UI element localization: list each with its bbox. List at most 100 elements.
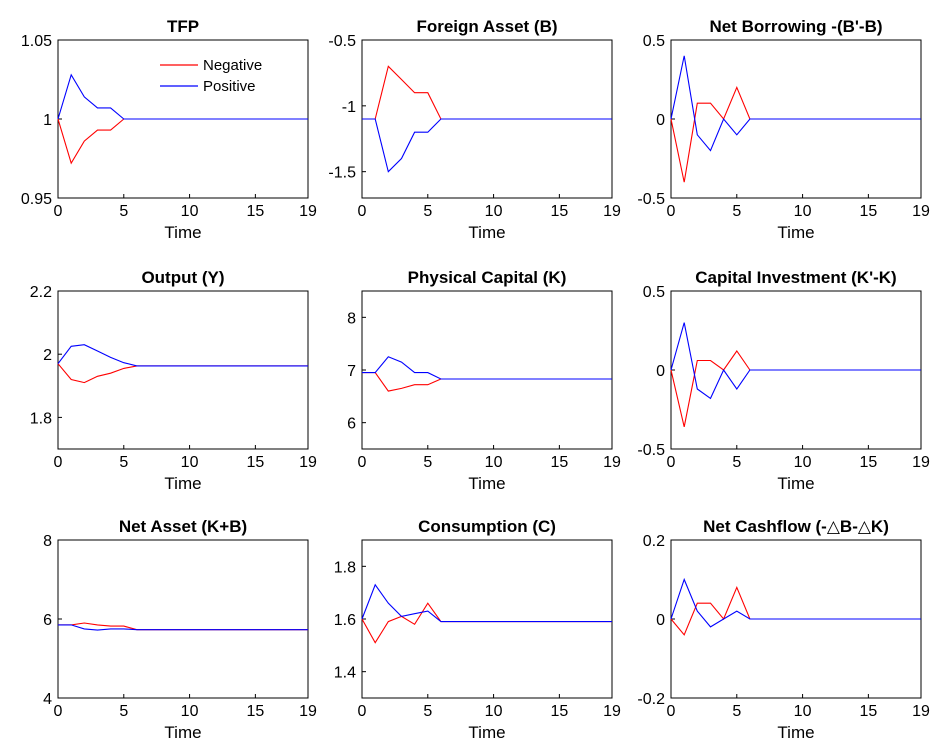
- y-tick-label: 1: [43, 112, 52, 129]
- x-tick-label: 19: [603, 203, 621, 220]
- plot-area: [361, 539, 613, 699]
- x-tick-label: 5: [119, 703, 128, 720]
- y-tick-label: 2: [43, 347, 52, 364]
- y-tick-label: 8: [43, 533, 52, 550]
- y-tick-label: 7: [347, 363, 356, 380]
- y-tick-label: 6: [43, 612, 52, 629]
- x-tick-label: 19: [299, 703, 317, 720]
- series-line-positive: [361, 583, 612, 623]
- x-tick-label: 0: [667, 703, 676, 720]
- x-tick-label: 10: [485, 454, 503, 471]
- x-tick-label: 10: [794, 454, 812, 471]
- series-line-positive: [57, 73, 308, 120]
- x-tick-label: 0: [358, 703, 367, 720]
- plot-area: [57, 290, 309, 450]
- series-line-positive: [362, 356, 612, 380]
- series-line-positive: [362, 118, 612, 173]
- x-tick-label: 0: [667, 454, 676, 471]
- x-tick-label: 15: [859, 203, 877, 220]
- x-tick-label: 5: [423, 203, 432, 220]
- y-tick-label: 1.4: [334, 665, 356, 682]
- y-tick-label: 1.8: [30, 410, 52, 427]
- plot-area: [361, 290, 613, 450]
- panel-title: Foreign Asset (B): [416, 17, 557, 36]
- x-tick-label: 10: [181, 703, 199, 720]
- x-tick-label: 0: [54, 454, 63, 471]
- x-tick-label: 19: [912, 454, 930, 471]
- x-tick-label: 19: [299, 454, 317, 471]
- x-tick-label: 5: [423, 454, 432, 471]
- legend-label: Positive: [203, 78, 256, 95]
- panel-title: Net Cashflow (-△B-△K): [703, 517, 889, 536]
- panel-2: 0 5 10 15 19 -1.5 -1 -0.5 Foreign Asset (B) Time: [328, 17, 621, 242]
- panel-title: Capital Investment (K'-K): [695, 268, 896, 287]
- y-tick-label: 0.5: [643, 284, 665, 301]
- y-tick-label: 1.6: [334, 612, 356, 629]
- x-axis-label: Time: [164, 474, 201, 493]
- x-tick-label: 15: [550, 703, 568, 720]
- x-tick-label: 19: [603, 703, 621, 720]
- x-tick-label: 15: [246, 454, 264, 471]
- x-tick-label: 19: [603, 454, 621, 471]
- x-tick-label: 15: [550, 203, 568, 220]
- legend: Negative Positive: [160, 57, 262, 95]
- panel-8: 0 5 10 15 19 1.4 1.6 1.8 Consumption (C) Time: [334, 517, 621, 742]
- series-line-positive: [670, 577, 921, 628]
- x-tick-label: 0: [358, 454, 367, 471]
- panel-1: 0 5 10 15 19 0.95 1 1.05 TFP Time Negative Positive: [21, 17, 317, 242]
- x-tick-label: 19: [912, 203, 930, 220]
- panel-title: Physical Capital (K): [408, 268, 567, 287]
- series-line-positive: [57, 344, 308, 367]
- y-tick-label: -0.5: [637, 191, 665, 208]
- x-tick-label: 0: [54, 203, 63, 220]
- x-tick-label: 5: [119, 203, 128, 220]
- panel-title: TFP: [167, 17, 199, 36]
- panel-5: 0 5 10 15 19 6 7 8 Physical Capital (K) Time: [347, 268, 621, 493]
- x-tick-label: 10: [485, 703, 503, 720]
- x-axis-label: Time: [468, 723, 505, 742]
- x-tick-label: 10: [485, 203, 503, 220]
- x-axis-label: Time: [468, 223, 505, 242]
- x-axis-label: Time: [777, 474, 814, 493]
- x-tick-label: 0: [54, 703, 63, 720]
- x-axis-label: Time: [777, 723, 814, 742]
- x-tick-label: 5: [732, 203, 741, 220]
- x-tick-label: 5: [732, 454, 741, 471]
- y-tick-label: -0.5: [637, 442, 665, 459]
- y-tick-label: 0: [656, 112, 665, 129]
- x-tick-label: 0: [358, 203, 367, 220]
- x-tick-label: 19: [299, 203, 317, 220]
- x-tick-label: 10: [181, 454, 199, 471]
- plot-area: [57, 539, 309, 699]
- y-tick-label: 0: [656, 363, 665, 380]
- x-axis-label: Time: [777, 223, 814, 242]
- panel-title: Net Asset (K+B): [119, 517, 247, 536]
- x-tick-label: 5: [423, 703, 432, 720]
- y-tick-label: 6: [347, 416, 356, 433]
- panel-4: 0 5 10 15 19 1.8 2 2.2 Output (Y) Time: [30, 268, 317, 493]
- y-tick-label: -0.2: [637, 691, 665, 708]
- x-tick-label: 15: [859, 454, 877, 471]
- x-axis-label: Time: [164, 723, 201, 742]
- x-tick-label: 15: [859, 703, 877, 720]
- y-tick-label: 0.2: [643, 533, 665, 550]
- x-tick-label: 10: [794, 703, 812, 720]
- y-tick-label: 1.05: [21, 33, 52, 50]
- panel-title: Output (Y): [141, 268, 224, 287]
- y-tick-label: 0.95: [21, 191, 52, 208]
- legend-label: Negative: [203, 57, 262, 74]
- x-tick-label: 15: [246, 703, 264, 720]
- y-tick-label: 0.5: [643, 33, 665, 50]
- x-tick-label: 10: [181, 203, 199, 220]
- y-tick-label: 0: [656, 612, 665, 629]
- panel-7: 0 5 10 15 19 4 6 8 Net Asset (K+B) Time: [43, 517, 317, 742]
- x-tick-label: 15: [550, 454, 568, 471]
- x-tick-label: 5: [119, 454, 128, 471]
- panel-title: Net Borrowing -(B'-B): [709, 17, 882, 36]
- y-tick-label: -1.5: [328, 165, 356, 182]
- x-tick-label: 19: [912, 703, 930, 720]
